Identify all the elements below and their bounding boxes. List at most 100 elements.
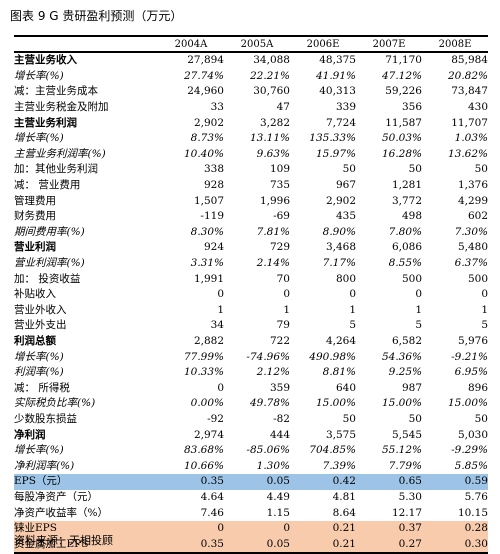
row-value: 2.12% (256, 366, 290, 379)
row-value: 0.65 (356, 474, 422, 490)
table-row: 营业利润率(%) 3.31% 2.14% 7.17% 8.55% 6.37% (14, 256, 488, 272)
row-value: 339 (335, 101, 356, 114)
row-value: 11,587 (385, 116, 422, 129)
table-row: 增长率(%) 83.68% -85.06% 704.85% 55.12% -9.29% (14, 443, 488, 459)
table-row: 期间费用率(%) 8.30% 7.81% 8.90% 7.80% 7.30% (14, 225, 488, 241)
row-value: 10.66% (183, 459, 224, 472)
row-value: 41.91% (315, 69, 356, 82)
row-value: 85,984 (451, 54, 488, 67)
row-value: 54.36% (381, 350, 422, 363)
row-value: 15.97% (315, 147, 356, 160)
table-row: 管理费用 1,507 1,996 2,902 3,772 4,299 (14, 193, 488, 209)
row-label: 增长率(%) (14, 69, 64, 82)
row-value: 3,468 (325, 241, 356, 254)
row-label: 管理费用 (14, 194, 56, 207)
row-value: 15.00% (381, 397, 422, 410)
table-row: EPS（元） 0.35 0.05 0.42 0.65 0.59 (14, 474, 488, 490)
row-value: 71,170 (385, 54, 422, 67)
table-row: 净利润率(%) 10.66% 1.30% 7.39% 7.79% 5.85% (14, 458, 488, 474)
row-value: 435 (335, 210, 356, 223)
row-label: 财务费用 (14, 210, 56, 223)
table-row: 主营业务利润率(%) 10.40% 9.63% 15.97% 16.28% 13.62% (14, 147, 488, 163)
row-value: 0 (349, 288, 356, 301)
row-label: 主营业务收入 (14, 54, 77, 67)
row-value: 0 (217, 288, 224, 301)
table-row: 增长率(%) 27.74% 22.21% 41.91% 47.12% 20.82% (14, 69, 488, 85)
row-value: -9.21% (451, 350, 488, 363)
row-value: 9.63% (256, 147, 290, 160)
row-value: 0.42 (290, 474, 356, 490)
row-value: 73,847 (451, 85, 488, 98)
row-value: -9.29% (451, 444, 488, 457)
row-value: 70 (276, 272, 290, 285)
row-value: 0.35 (158, 474, 224, 490)
row-value: 0.27 (356, 536, 422, 554)
row-value: 2,902 (193, 116, 224, 129)
row-value: 4,264 (325, 334, 356, 347)
row-value: 1,507 (193, 194, 224, 207)
profit-forecast-table: 2004A 2005A 2006E 2007E 2008E 主营业务收入 27,8… (14, 35, 488, 554)
row-value: 40,313 (319, 85, 356, 98)
row-value: 1 (217, 303, 224, 316)
table-row: 补贴收入 0 0 0 0 0 (14, 287, 488, 303)
table-row: 净利润 2,974 444 3,575 5,545 5,030 (14, 427, 488, 443)
figure-title: 图表 9 G 贵研盈利预测（万元） (10, 9, 183, 23)
row-value: 7.17% (322, 257, 356, 270)
row-value: 5 (349, 319, 356, 332)
table-row: 加： 投资收益 1,991 70 800 500 500 (14, 271, 488, 287)
row-value: 3,575 (325, 428, 356, 441)
row-label: 少数股东损益 (14, 412, 77, 425)
row-value: 50.03% (381, 132, 422, 145)
row-value: -69 (273, 210, 290, 223)
table-row: 增长率(%) 77.99% -74.96% 490.98% 54.36% -9.21% (14, 349, 488, 365)
row-value: 12.17 (391, 506, 422, 519)
row-value: 4,299 (457, 194, 488, 207)
row-label: 增长率(%) (14, 350, 64, 363)
table-row: 主营业务利润 2,902 3,282 7,724 11,587 11,707 (14, 115, 488, 131)
row-label: 加：其他业务利润 (14, 163, 98, 176)
row-value: 2,902 (325, 194, 356, 207)
row-value: 0.00% (190, 397, 224, 410)
row-label: 每股净资产（元） (14, 490, 98, 503)
row-value: 10.33% (183, 366, 224, 379)
row-value: 47 (276, 101, 290, 114)
row-value: 0 (481, 288, 488, 301)
row-value: 8.81% (322, 366, 356, 379)
row-value: 896 (467, 381, 488, 394)
table-row: 资金属加工EPS 0.35 0.05 0.21 0.27 0.30 (14, 536, 488, 554)
row-label: 增长率(%) (14, 444, 64, 457)
row-value: 7.46 (200, 506, 224, 519)
table-row: 实际税负比率(%) 0.00% 49.78% 15.00% 15.00% 15.00% (14, 396, 488, 412)
row-value: 722 (269, 334, 290, 347)
row-value: 987 (401, 381, 422, 394)
row-value: 10.40% (183, 147, 224, 160)
row-value: 967 (335, 179, 356, 192)
row-value: 13.62% (447, 147, 488, 160)
row-value: 704.85% (309, 444, 356, 457)
row-value: 1 (481, 303, 488, 316)
row-value: 8.55% (388, 257, 422, 270)
row-value: 3.31% (190, 257, 224, 270)
row-value: 0 (224, 520, 290, 537)
row-value: 4.81 (332, 490, 356, 503)
table-row: 利润率(%) 10.33% 2.12% 8.81% 9.25% 6.95% (14, 365, 488, 381)
row-value: 7,724 (325, 116, 356, 129)
row-value: 5,480 (457, 241, 488, 254)
row-label: 营业利润 (14, 241, 56, 254)
row-value: 0.05 (224, 474, 290, 490)
row-value: 490.98% (309, 350, 356, 363)
row-value: 338 (203, 163, 224, 176)
table-row: 主营业务税金及附加 33 47 339 356 430 (14, 100, 488, 116)
row-value: 79 (276, 319, 290, 332)
row-value: 640 (335, 381, 356, 394)
row-value: 11,707 (451, 116, 488, 129)
header-cell-label (14, 36, 158, 53)
row-value: 5 (481, 319, 488, 332)
row-value: 59,226 (385, 85, 422, 98)
row-value: 3,282 (259, 116, 290, 129)
row-value: 77.99% (183, 350, 224, 363)
row-value: 0 (217, 381, 224, 394)
row-value: 50 (474, 412, 488, 425)
row-value: -92 (207, 412, 224, 425)
